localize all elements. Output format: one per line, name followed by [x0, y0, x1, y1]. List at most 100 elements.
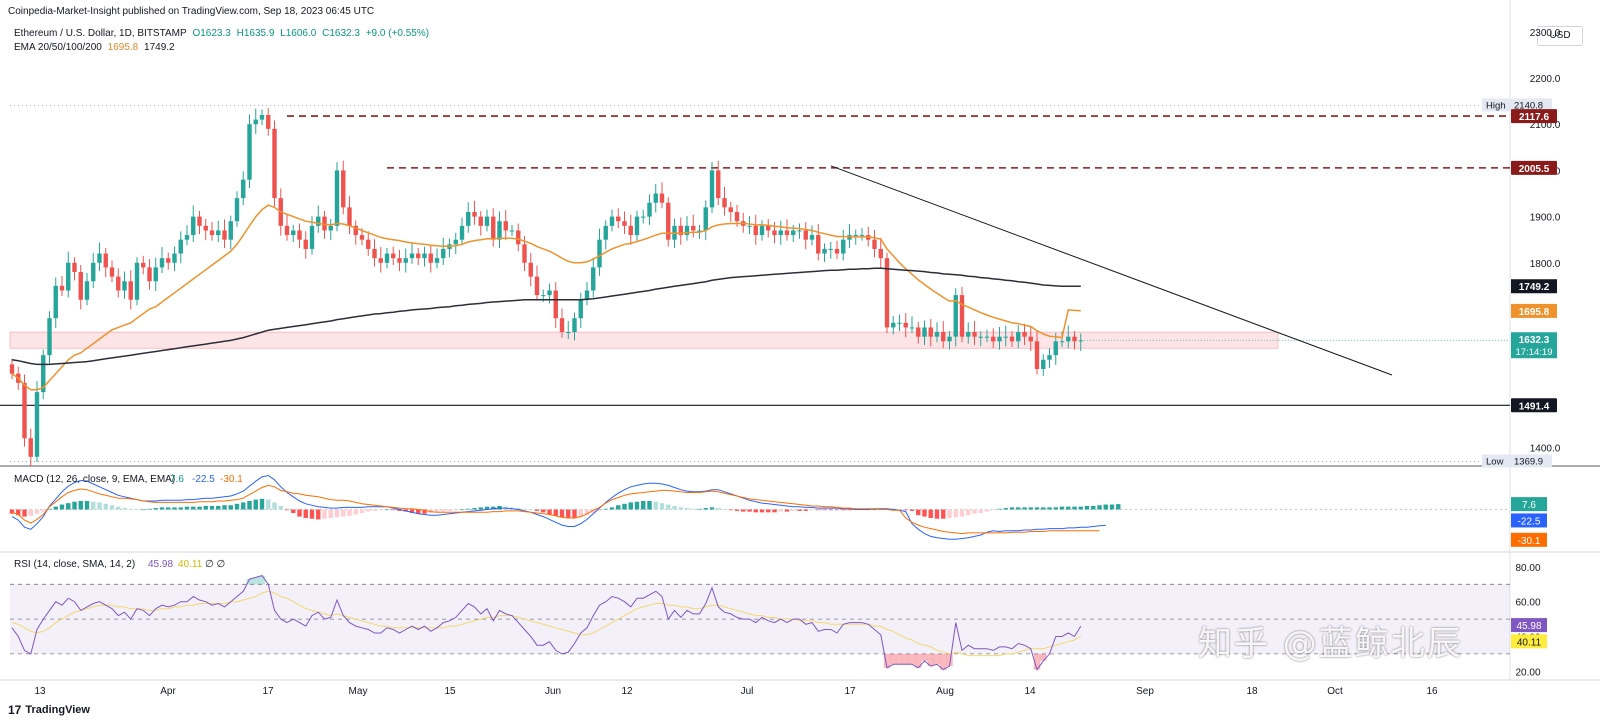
- candle-body: [197, 216, 202, 226]
- macd-hist-badge: 7.6: [1522, 500, 1536, 511]
- macd-histogram-bar: [672, 505, 677, 510]
- macd-histogram-bar: [1047, 507, 1052, 510]
- macd-histogram-bar: [291, 509, 296, 514]
- candle-body: [241, 179, 246, 199]
- ema-legend[interactable]: EMA 20/50/100/200 1695.8 1749.2: [14, 42, 178, 53]
- candle-body: [703, 207, 708, 231]
- candle-body: [391, 253, 396, 259]
- macd-histogram-bar: [134, 509, 140, 511]
- macd-histogram-bar: [447, 509, 452, 511]
- macd-line-badge-bg: [1511, 513, 1547, 528]
- macd-histogram-bar: [316, 509, 321, 520]
- ohlc-high: H1635.9: [236, 28, 275, 39]
- rsi-oversold-fill: [883, 653, 891, 668]
- macd-histogram-bar: [341, 509, 346, 517]
- macd-histogram-bar: [1091, 505, 1096, 510]
- macd-histogram-bar: [803, 509, 808, 511]
- candle-body: [159, 258, 165, 268]
- candle-body: [772, 230, 777, 236]
- candle-body: [972, 332, 977, 337]
- time-tick-label: May: [349, 686, 368, 697]
- time-tick-label: 12: [621, 686, 633, 697]
- candle-body: [253, 119, 258, 125]
- price-tick-label: 1900.0: [1530, 213, 1561, 224]
- candle-body: [509, 230, 515, 232]
- candle-body: [697, 230, 702, 232]
- candle-body: [359, 235, 365, 240]
- candle-body: [128, 281, 133, 300]
- macd-histogram-bar: [684, 508, 690, 510]
- candle-body: [272, 128, 277, 199]
- candle-body: [997, 336, 1002, 342]
- macd-histogram-bar: [309, 509, 315, 519]
- tradingview-brand: TradingView: [25, 704, 90, 716]
- macd-histogram-bar: [528, 509, 533, 511]
- symbol-legend[interactable]: Ethereum / U.S. Dollar, 1D, BITSTAMP O16…: [14, 28, 432, 39]
- candle-body: [72, 262, 77, 273]
- time-tick-label: 18: [1246, 686, 1258, 697]
- macd-histogram-bar: [584, 509, 590, 516]
- macd-histogram-bar: [391, 509, 396, 511]
- macd-histogram-bar: [41, 509, 46, 512]
- macd-histogram-bar: [809, 509, 815, 511]
- candle-body: [484, 216, 490, 226]
- publisher-line: Coinpedia-Market-Insight published on Tr…: [8, 6, 375, 17]
- candle-body: [409, 253, 415, 259]
- macd-histogram-bar: [122, 508, 127, 510]
- candle-body: [172, 253, 177, 263]
- macd-histogram-bar: [559, 509, 565, 518]
- macd-histogram-bar: [241, 502, 246, 510]
- macd-signal-badge-bg: [1511, 532, 1547, 547]
- candle-body: [503, 221, 508, 231]
- macd-histogram-bar: [409, 509, 415, 514]
- support-zone: [9, 331, 1279, 349]
- candle-body: [553, 290, 558, 319]
- ema-value-short: 1695.8: [107, 42, 139, 53]
- watermark-text: 知乎 @蓝鲸北辰: [1198, 624, 1463, 664]
- time-tick-label: Jul: [741, 686, 754, 697]
- rsi-oversold-fill: [908, 653, 916, 665]
- candle-body: [422, 253, 427, 259]
- candle-body: [441, 248, 446, 259]
- macd-histogram-bar: [709, 507, 715, 510]
- last-price-badge-bg: [1511, 332, 1557, 359]
- candle-body: [891, 322, 896, 328]
- candle-body: [453, 239, 458, 245]
- rsi-oversold-fill: [921, 653, 928, 661]
- candle-body: [216, 230, 221, 236]
- macd-histogram-bar: [159, 507, 165, 510]
- macd-histogram-bar: [1066, 506, 1071, 510]
- ema-long-badge-bg: [1511, 279, 1557, 294]
- macd-histogram-bar: [1103, 504, 1108, 510]
- macd-histogram-bar: [284, 509, 290, 511]
- candle-body: [809, 235, 815, 240]
- ohlc-low: L1606.0: [280, 28, 317, 39]
- candle-body: [478, 216, 483, 226]
- macd-histogram-bar: [959, 509, 965, 517]
- candle-body: [1053, 341, 1058, 356]
- time-tick-label: Oct: [1327, 686, 1343, 697]
- candle-body: [584, 290, 590, 300]
- time-tick-label: Sep: [1136, 686, 1154, 697]
- candle-body: [134, 262, 140, 300]
- macd-histogram-bar: [522, 508, 527, 510]
- rsi-tick-label: 20.00: [1515, 667, 1540, 678]
- tradingview-footer[interactable]: 17 TradingView: [8, 703, 90, 717]
- macd-histogram-bar: [259, 498, 265, 510]
- candle-body: [1059, 341, 1065, 343]
- macd-histogram-bar: [228, 505, 233, 510]
- ema-short-badge: 1695.8: [1519, 307, 1550, 318]
- macd-signal-line: [11, 484, 1100, 535]
- currency-button[interactable]: USD: [1537, 26, 1583, 46]
- macd-histogram-bar: [1022, 507, 1027, 510]
- candle-body: [859, 235, 865, 237]
- rsi-oversold-fill: [946, 653, 953, 667]
- macd-histogram-bar: [478, 507, 483, 510]
- candle-body: [534, 276, 540, 296]
- rsi-title: RSI (14, close, SMA, 14, 2): [14, 559, 135, 570]
- macd-histogram-bar: [253, 499, 258, 510]
- candle-body: [1041, 359, 1046, 370]
- rsi-tick-label: 60.00: [1515, 598, 1540, 609]
- ema-label: EMA 20/50/100/200: [14, 42, 102, 53]
